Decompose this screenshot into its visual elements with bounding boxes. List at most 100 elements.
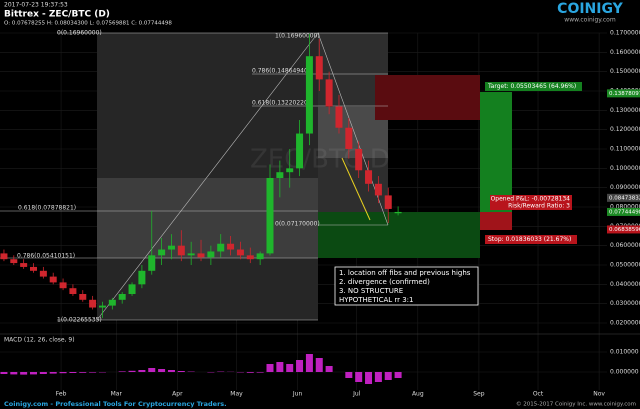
candle-body: [374, 183, 382, 196]
macd-bar: [158, 369, 166, 372]
candle-body: [296, 133, 304, 169]
macd-bar: [384, 372, 392, 380]
candle-body: [266, 178, 274, 254]
macd-bar: [256, 372, 264, 373]
divergence-line: [341, 157, 371, 221]
y-tick-label: 0.05000000: [610, 262, 640, 269]
macd-bar: [296, 360, 304, 372]
macd-bar: [138, 370, 146, 372]
note: 3. NO STRUCTURE: [339, 287, 403, 295]
price-label: 0.13878097: [609, 91, 640, 97]
macd-bar: [276, 362, 284, 372]
candle-body: [39, 270, 47, 277]
fib-label: 0(0.07170000): [275, 221, 320, 228]
candle-body: [286, 168, 294, 173]
macd-bar: [177, 371, 185, 372]
macd-bar: [167, 370, 175, 372]
y-tick-label: 0.09000000: [610, 184, 640, 191]
x-tick-label: Nov: [593, 391, 605, 398]
fib-label: 1(0.02265535): [57, 317, 102, 324]
y-tick-label: 0.10000000: [610, 165, 640, 172]
fib-label: 0.786(0.05410151): [17, 253, 75, 260]
candle-body: [59, 282, 67, 289]
macd-title: MACD (12, 26, close, 9): [4, 337, 75, 344]
label-box: [490, 195, 572, 210]
candle-body: [325, 79, 333, 107]
trade-label: Target: 0.05503465 (64.96%): [487, 83, 576, 90]
note-box: [334, 266, 479, 306]
candle-body: [98, 305, 106, 308]
price-label: 0.08473832: [609, 195, 640, 201]
macd-bar: [365, 372, 373, 384]
price-label: 0.06838596: [609, 227, 640, 233]
candle-body: [345, 127, 353, 149]
macd-bar: [286, 364, 294, 372]
y-tick-label: 0.11000000: [610, 146, 640, 153]
x-tick-label: Jul: [352, 391, 361, 398]
macd-bar: [59, 372, 67, 374]
chart-title: Bittrex - ZEC/BTC (D): [4, 10, 110, 20]
y-tick-label: 0.06000000: [610, 242, 640, 249]
candle-body: [49, 276, 57, 283]
candle-body: [276, 172, 284, 178]
ohlc: O: 0.07678255 H: 0.08034300 L: 0.0756988…: [4, 21, 172, 27]
candle-body: [207, 251, 215, 258]
y-tick-label: 0.12000000: [610, 126, 640, 133]
macd-bar: [355, 372, 363, 382]
x-tick-label: Mar: [111, 391, 123, 398]
watermark: ZEC/BTC D: [250, 145, 390, 175]
price-label-box: [607, 207, 640, 216]
note: 2. divergence (confirmed): [339, 278, 430, 286]
fib-label: 0.786(0.14864940): [252, 68, 310, 75]
macd-bar: [394, 372, 402, 378]
macd-bar: [118, 371, 126, 372]
candle-body: [69, 288, 77, 294]
candle-body: [217, 243, 225, 252]
candle-body: [167, 245, 175, 250]
note: HYPOTHETICAL rr 3:1: [339, 296, 414, 304]
fib-label: 0(0.16960000): [57, 30, 102, 37]
y-tick-label: 0.08000000: [610, 204, 640, 211]
candle-body: [89, 299, 97, 308]
fib-label: 0.618(0.13220220): [252, 100, 310, 107]
candle-body: [148, 255, 156, 271]
price-label-box: [607, 193, 640, 202]
timestamp: 2017-07-23 19:37:53: [4, 2, 68, 9]
candle-body: [227, 243, 235, 250]
x-tick-label: Oct: [533, 391, 544, 398]
x-tick-label: May: [230, 391, 243, 398]
macd-bar: [39, 372, 47, 374]
position-target: [480, 92, 512, 212]
candle-body: [30, 266, 38, 271]
x-tick-label: Aug: [412, 391, 424, 398]
y-tick-label: 0.010000: [610, 349, 639, 356]
y-tick-label: 0.04000000: [610, 281, 640, 288]
candle-body: [335, 106, 343, 128]
candle-body: [20, 263, 28, 267]
y-tick-label: 0.15000000: [610, 68, 640, 75]
macd-bar: [246, 372, 254, 373]
label-box: [485, 82, 582, 91]
macd-bar: [20, 372, 28, 375]
macd-bar: [49, 372, 57, 374]
price-label-box: [607, 89, 640, 98]
macd-bar: [30, 372, 38, 375]
macd-bar: [374, 372, 382, 382]
candle-body: [256, 253, 264, 260]
x-tick-label: Sep: [473, 391, 485, 398]
candle-body: [108, 299, 116, 306]
macd-bar: [10, 372, 18, 375]
target-zone: [318, 212, 480, 258]
candle-body: [355, 149, 363, 171]
candle-body: [236, 249, 244, 256]
y-tick-label: 0.02000000: [610, 320, 640, 327]
x-tick-label: Apr: [172, 391, 183, 398]
logo-url: www.coinigy.com: [564, 17, 616, 24]
candle-body: [394, 211, 402, 214]
stop-zone: [375, 75, 480, 120]
y-tick-label: 0.13000000: [610, 107, 640, 114]
fib-label: 1(0.16960000): [275, 33, 320, 40]
position-stop: [480, 212, 512, 230]
